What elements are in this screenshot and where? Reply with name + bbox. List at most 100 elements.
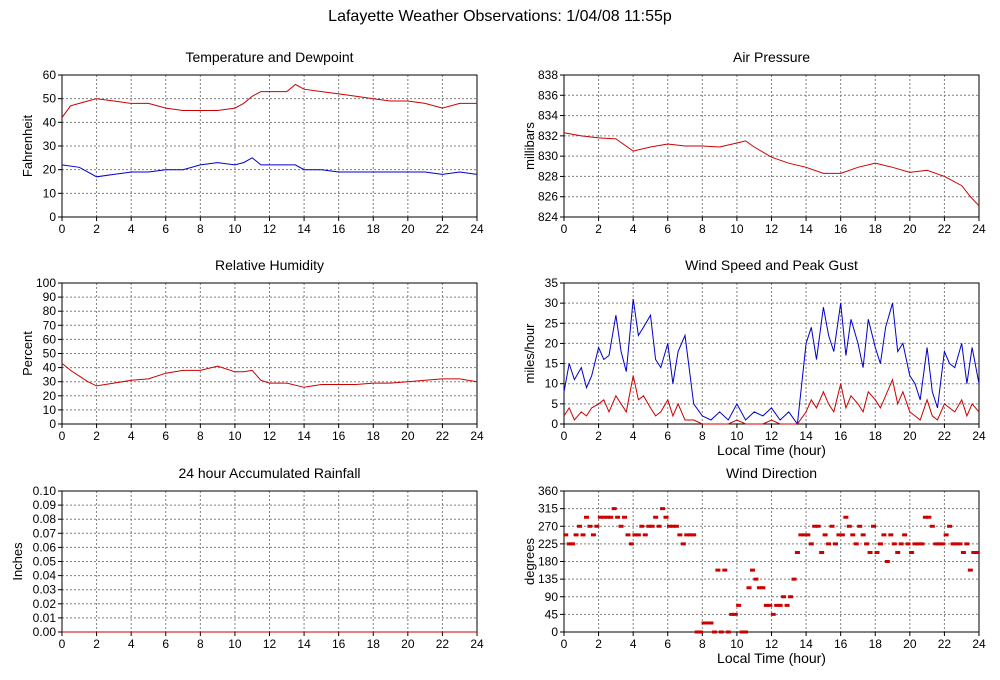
x-tick-label: 16: [834, 222, 848, 236]
direction-point: [819, 550, 825, 554]
y-tick-label: 0.06: [33, 540, 57, 554]
y-tick-label: 5: [551, 397, 558, 411]
x-tick-label: 10: [228, 222, 242, 236]
x-tick-label: 2: [93, 637, 100, 651]
y-tick-label: 0.08: [33, 512, 57, 526]
direction-point: [791, 577, 797, 581]
direction-point: [926, 515, 932, 519]
chart-title: Wind Direction: [726, 465, 817, 481]
x-tick-label: 14: [799, 429, 813, 443]
direction-point: [736, 603, 742, 607]
direction-point: [563, 533, 569, 537]
x-tick-label: 0: [561, 429, 568, 443]
x-tick-label: 12: [263, 637, 277, 651]
direction-point: [850, 533, 856, 537]
relative-humidity-chart: 0 2 4 6 8 10 12 14 16 18 20 22 240102030405060708090…: [20, 257, 484, 443]
y-tick-label: 0: [49, 417, 56, 431]
direction-point: [705, 621, 711, 625]
x-tick-label: 12: [263, 429, 277, 443]
x-tick-label: 4: [630, 637, 637, 651]
direction-point: [573, 533, 579, 537]
y-tick-label: 832: [538, 129, 558, 143]
y-tick-label: 15: [545, 357, 559, 371]
x-tick-label: 16: [834, 637, 848, 651]
x-tick-label: 0: [59, 637, 66, 651]
x-tick-label: 22: [938, 637, 952, 651]
wind-speed-chart: 0 2 4 6 8 10 12 14 16 18 20 22 2405101520253035Wind …: [522, 257, 986, 458]
direction-point: [715, 568, 721, 572]
direction-point: [867, 550, 873, 554]
x-tick-label: 0: [59, 429, 66, 443]
direction-point: [929, 524, 935, 528]
y-tick-label: 0: [551, 625, 558, 639]
x-tick-label: 6: [162, 429, 169, 443]
direction-point: [653, 515, 659, 519]
x-tick-label: 0: [561, 637, 568, 651]
y-axis-label: millibars: [522, 122, 537, 170]
y-axis-label: Fahrenheit: [20, 115, 35, 178]
x-tick-label: 16: [332, 222, 346, 236]
direction-point: [774, 603, 780, 607]
x-tick-label: 4: [630, 222, 637, 236]
y-tick-label: 60: [43, 332, 57, 346]
x-tick-label: 10: [730, 637, 744, 651]
direction-point: [604, 515, 610, 519]
x-tick-label: 8: [699, 429, 706, 443]
direction-point: [597, 515, 603, 519]
direction-point: [829, 524, 835, 528]
direction-point: [725, 630, 731, 634]
x-tick-label: 24: [470, 429, 484, 443]
x-tick-label: 18: [367, 637, 381, 651]
direction-point: [770, 612, 776, 616]
direction-point: [777, 603, 783, 607]
direction-point: [660, 507, 666, 511]
y-tick-label: 70: [43, 318, 57, 332]
direction-point: [763, 603, 769, 607]
x-tick-label: 4: [630, 429, 637, 443]
direction-point: [971, 550, 977, 554]
y-tick-label: 360: [538, 484, 558, 498]
direction-point: [618, 524, 624, 528]
x-tick-label: 14: [297, 222, 311, 236]
direction-point: [936, 542, 942, 546]
direction-point: [666, 524, 672, 528]
y-tick-label: 0: [551, 417, 558, 431]
x-tick-label: 6: [664, 429, 671, 443]
y-tick-label: 0.10: [33, 484, 57, 498]
y-tick-label: 836: [538, 88, 558, 102]
x-tick-label: 24: [470, 222, 484, 236]
y-axis-label: miles/hour: [522, 323, 537, 384]
direction-point: [698, 630, 704, 634]
y-tick-label: 135: [538, 572, 558, 586]
direction-point: [853, 542, 859, 546]
direction-point: [822, 533, 828, 537]
y-tick-label: 25: [545, 316, 559, 330]
direction-point: [912, 542, 918, 546]
x-tick-label: 4: [128, 429, 135, 443]
x-tick-label: 22: [938, 222, 952, 236]
series-line-red: [61, 363, 478, 388]
series-line-red: [563, 375, 980, 425]
direction-point: [749, 568, 755, 572]
rainfall-chart: 0 2 4 6 8 10 12 14 16 18 20 22 240.000.010.020.030.0…: [10, 465, 484, 651]
direction-point: [753, 577, 759, 581]
series-line-red: [61, 83, 477, 118]
direction-point: [656, 524, 662, 528]
x-tick-label: 8: [197, 637, 204, 651]
series-line-blue: [563, 299, 980, 426]
y-tick-label: 45: [545, 607, 559, 621]
x-tick-label: 0: [59, 222, 66, 236]
x-tick-label: 10: [730, 429, 744, 443]
x-tick-label: 8: [699, 637, 706, 651]
x-tick-label: 6: [162, 222, 169, 236]
chart-title: 24 hour Accumulated Rainfall: [178, 465, 360, 481]
y-tick-label: 0.07: [33, 526, 57, 540]
direction-point: [881, 533, 887, 537]
x-tick-label: 2: [93, 429, 100, 443]
direction-point: [570, 542, 576, 546]
direction-point: [601, 515, 607, 519]
x-tick-label: 20: [903, 637, 917, 651]
x-tick-label: 16: [834, 429, 848, 443]
direction-point: [909, 550, 915, 554]
x-tick-label: 22: [436, 637, 450, 651]
